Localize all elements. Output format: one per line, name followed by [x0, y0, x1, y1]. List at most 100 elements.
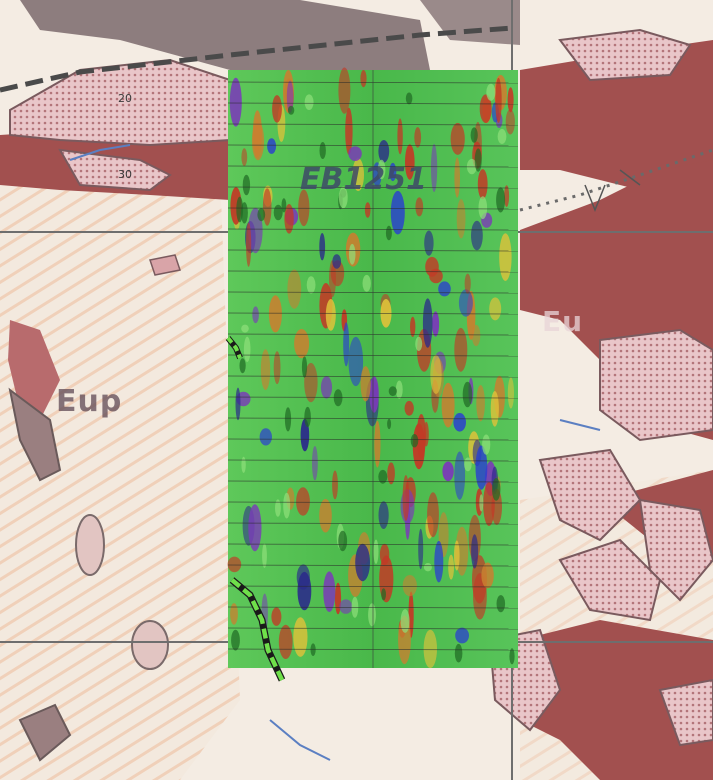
arrow-symbol-2 [619, 169, 641, 186]
river-north [69, 144, 131, 161]
anomaly-blob [278, 624, 293, 660]
dark-red-unit-northeast [520, 40, 713, 190]
anomaly-blob [424, 230, 434, 256]
anomaly-blob [448, 554, 454, 580]
river-south [269, 719, 331, 761]
anomaly-blob [338, 67, 351, 114]
anomaly-blob [345, 107, 353, 155]
anomaly-blob [332, 470, 338, 500]
anomaly-blob [415, 336, 423, 351]
anomaly-blob [422, 298, 433, 348]
arrow-symbol [584, 184, 606, 213]
anomaly-blob [454, 327, 468, 372]
anomaly-blob [404, 400, 414, 416]
anomaly-blob [405, 144, 415, 180]
anomaly-blob [268, 295, 282, 333]
unit-label-30: 30 [118, 168, 132, 181]
anomaly-blob [496, 187, 506, 213]
anomaly-blob [462, 381, 473, 408]
anomaly-blob [310, 643, 316, 656]
anomaly-blob [507, 377, 514, 409]
anomaly-blob [464, 273, 471, 294]
anomaly-blob [227, 556, 242, 573]
anomaly-blob [257, 208, 266, 222]
anomaly-blob [323, 571, 336, 612]
anomaly-blob [284, 407, 292, 432]
anomaly-blob [248, 504, 262, 552]
anomaly-blob [355, 543, 370, 582]
grid-id-label: EB1251 [300, 162, 427, 197]
anomaly-blob [499, 233, 512, 281]
anomaly-blob [229, 77, 242, 127]
anomaly-blob [246, 222, 252, 267]
anomaly-blob [434, 540, 444, 583]
anomaly-blob [348, 243, 356, 265]
pink-unit-east-3 [558, 538, 662, 622]
anomaly-blob [320, 376, 333, 399]
anomaly-blob [471, 324, 481, 347]
anomaly-blob [418, 528, 424, 570]
anomaly-blob [470, 127, 478, 143]
anomaly-blob [286, 80, 294, 114]
anomaly-blob [338, 186, 348, 209]
anomaly-blob [273, 204, 283, 221]
unit-label-eu: Eu [542, 305, 584, 338]
anomaly-blob [429, 268, 443, 284]
anomaly-blob [281, 198, 287, 213]
anomaly-blob [273, 351, 281, 385]
grey-lens-west [8, 387, 62, 482]
unit-label-20: 20 [118, 92, 132, 105]
anomaly-blob [294, 329, 310, 359]
anomaly-blob [476, 385, 485, 422]
pink-unit-east-4 [638, 498, 713, 602]
grey-unit-north [20, 0, 430, 70]
anomaly-blob [296, 487, 310, 516]
fault-dotted-east [519, 148, 713, 212]
pink-unit-southeast [658, 678, 713, 747]
anomaly-blob [478, 196, 488, 220]
anomaly-blob [415, 197, 424, 217]
anomaly-blob [486, 83, 496, 101]
anomaly-blob [304, 406, 311, 428]
anomaly-blob [507, 87, 514, 113]
anomaly-blob [464, 457, 472, 472]
anomaly-blob [362, 274, 371, 292]
anomaly-blob [455, 627, 469, 644]
anomaly-blob [471, 534, 479, 569]
anomaly-blob [378, 469, 388, 484]
pink-lens [149, 254, 181, 276]
anomaly-blob [374, 420, 381, 468]
anomaly-blob [377, 159, 386, 180]
anomaly-blob [474, 148, 482, 172]
anomaly-blob [378, 501, 389, 529]
river-east [559, 419, 601, 431]
anomaly-blob [301, 356, 308, 378]
anomaly-blob [348, 336, 364, 387]
anomaly-blob [241, 148, 248, 167]
anomaly-blob [252, 110, 262, 159]
anomaly-blob [454, 643, 463, 663]
anomaly-blob [441, 382, 455, 428]
anomaly-blob [243, 336, 251, 362]
anomaly-blob [405, 92, 413, 105]
traverse-trace-south [230, 578, 285, 681]
anomaly-blob [260, 349, 271, 391]
anomaly-blob [364, 202, 371, 218]
small-red-body-west [8, 320, 60, 420]
anomaly-blob [329, 260, 336, 298]
anomaly-blob [240, 202, 248, 224]
anomaly-blob [454, 157, 461, 198]
anomaly-blob [235, 387, 241, 421]
anomaly-blob [456, 199, 466, 239]
anomaly-blob [284, 204, 294, 234]
anomaly-blob [360, 70, 367, 88]
anomaly-blob [479, 94, 492, 123]
anomaly-blob [306, 276, 316, 294]
anomaly-blob [458, 289, 473, 317]
anomaly-blob [272, 95, 282, 123]
anomaly-blob [239, 358, 246, 374]
anomaly-blob [475, 445, 488, 490]
anomaly-blob [454, 451, 466, 500]
anomaly-blob [348, 146, 362, 162]
